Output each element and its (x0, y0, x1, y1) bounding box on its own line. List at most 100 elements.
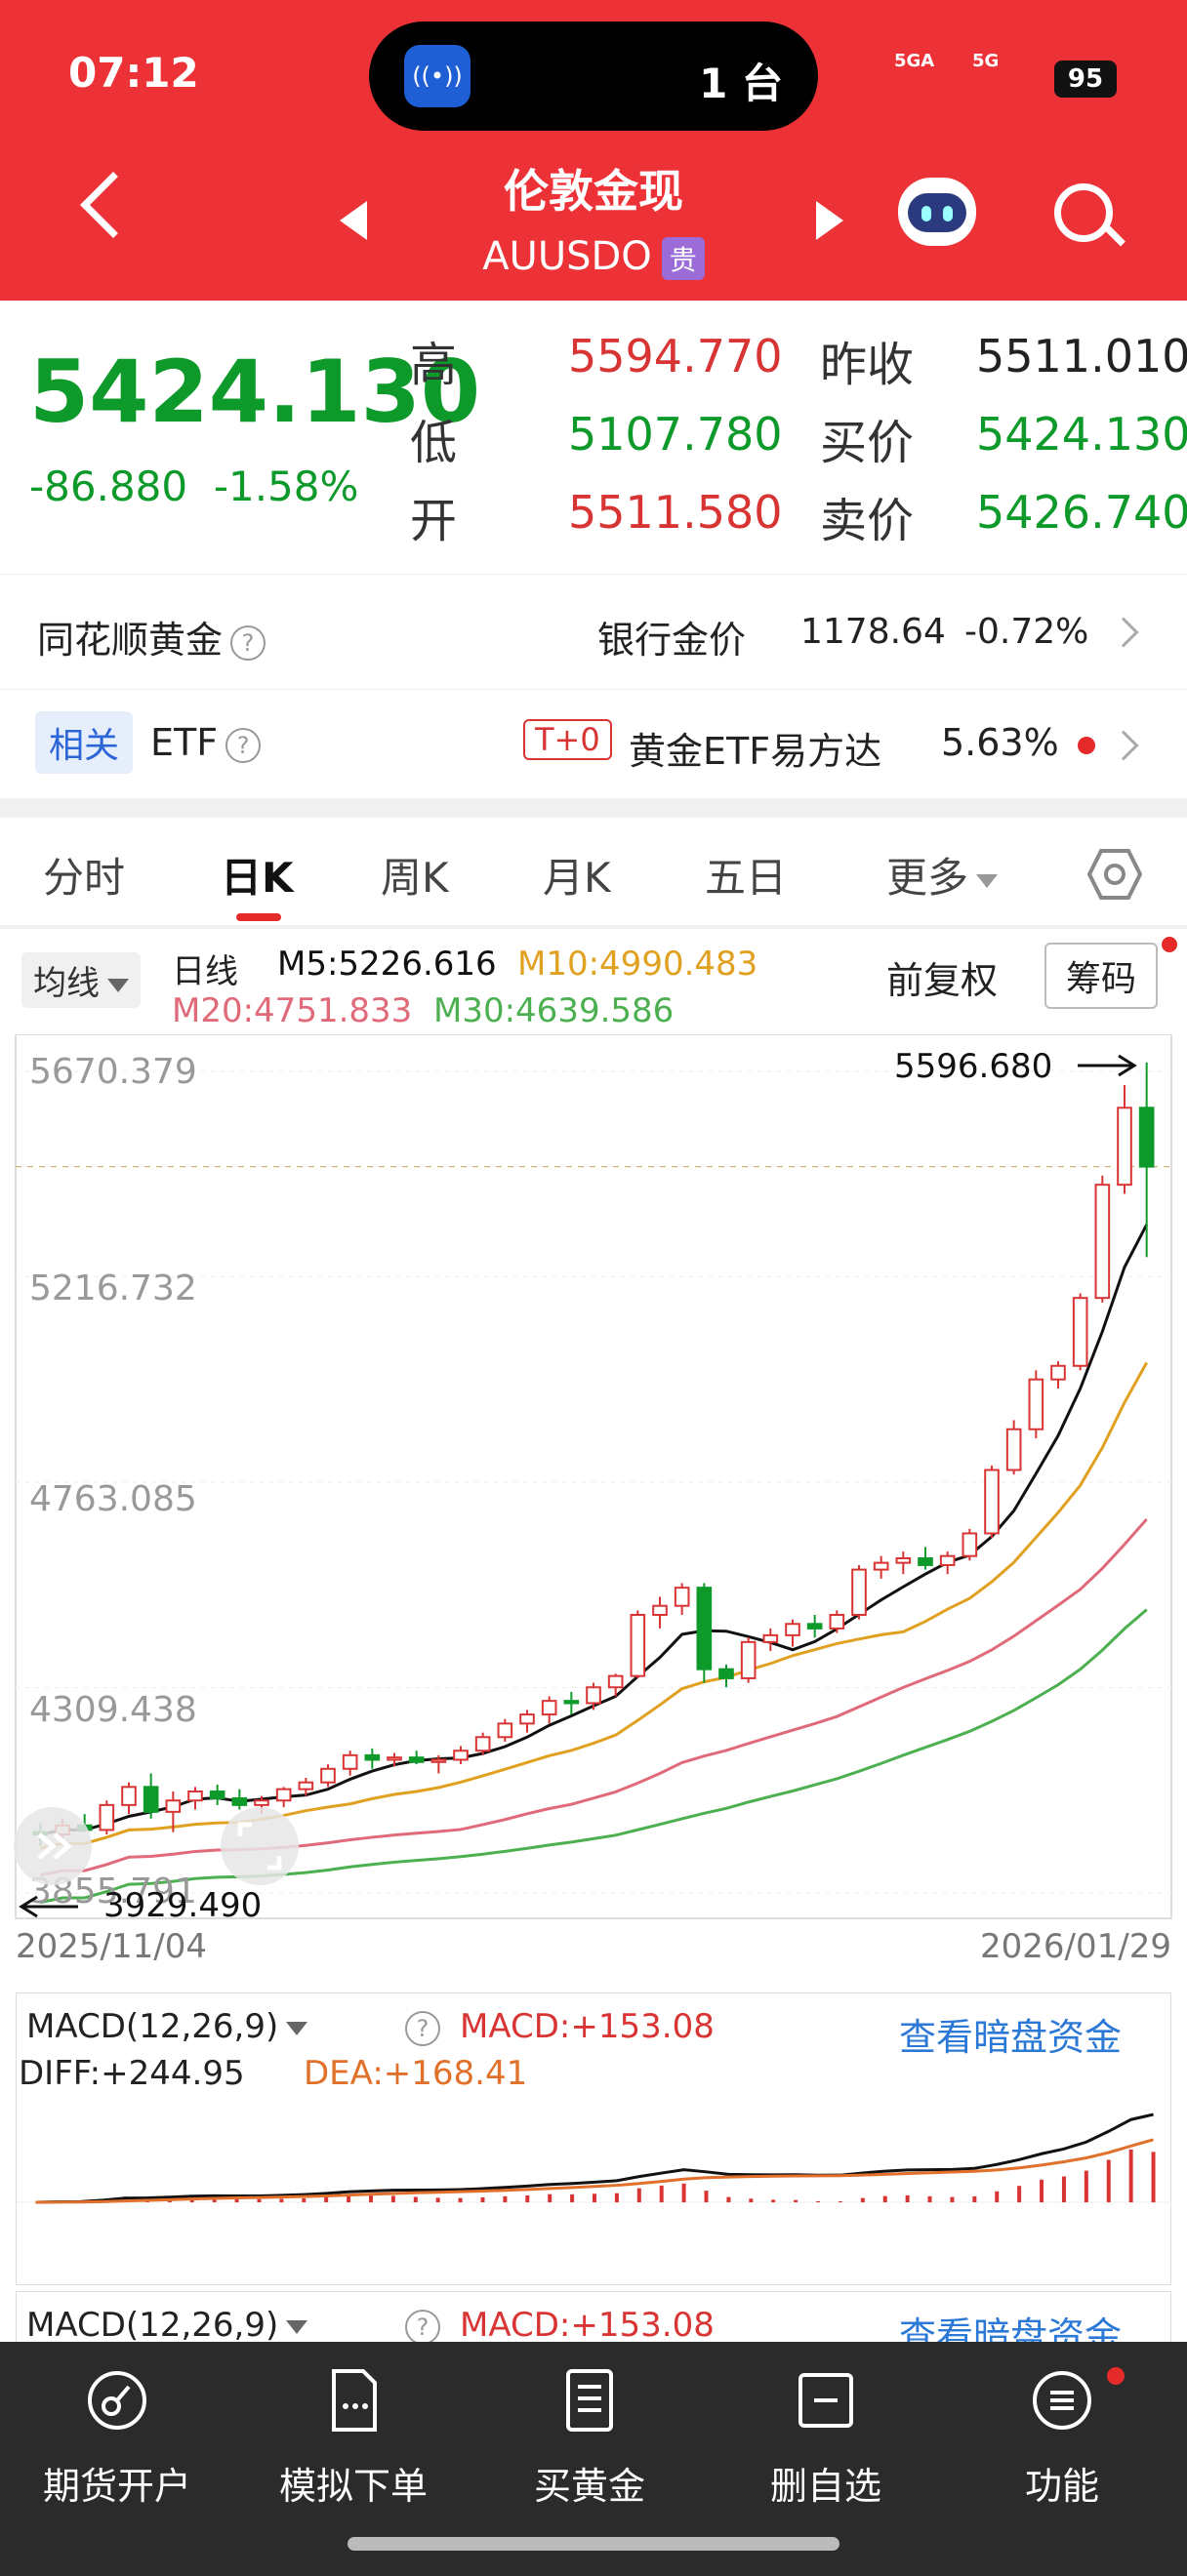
nav-simulate-order[interactable]: 模拟下单 (256, 2367, 451, 2510)
bank-gold-change: -0.72% (964, 612, 1089, 652)
candle-body (718, 1668, 734, 1679)
status-time: 07:12 (68, 49, 199, 97)
battery-icon: 95 (1054, 60, 1117, 98)
ma-selector[interactable]: 均线 (21, 952, 141, 1008)
candle-body (563, 1700, 580, 1705)
candle-body (1117, 1107, 1132, 1187)
ma5-legend: M5:5226.616 (277, 945, 497, 984)
tab-daily-k[interactable]: 日K (221, 854, 294, 902)
kline-chart[interactable]: 5670.379 5216.732 4763.085 4309.438 3855… (0, 1034, 1187, 1971)
candle-body (586, 1686, 601, 1705)
ths-gold-text: 同花顺黄金 (37, 619, 224, 662)
chart-area: 均线 日线 M5:5226.616 M10:4990.483 M20:4751.… (0, 929, 1187, 2350)
fullscreen-icon[interactable] (221, 1807, 299, 1885)
ma-line-m10 (40, 1361, 1148, 1850)
tab-five-day[interactable]: 五日 (705, 854, 788, 902)
etf-row[interactable]: 相关 ETF? T+0 黄金ETF易方达 5.63% (0, 689, 1187, 798)
period-tabs: 分时 日K 周K 月K 五日 更多 (0, 818, 1187, 925)
tab-more-label: 更多 (886, 854, 969, 902)
prev-close-label: 昨收 (820, 338, 915, 392)
candle-body (453, 1750, 469, 1761)
dynamic-island[interactable]: ((•)) 1 台 (369, 21, 818, 131)
candle-body (519, 1713, 535, 1725)
candle-body (607, 1674, 624, 1689)
adjust-mode[interactable]: 前复权 (886, 959, 999, 1002)
help-icon[interactable]: ? (405, 2011, 440, 2046)
nav-label: 买黄金 (533, 2465, 645, 2508)
y-tick-label: 5670.379 (29, 1052, 197, 1092)
nav-functions[interactable]: 功能 (964, 2367, 1160, 2510)
candle-body (1028, 1378, 1044, 1430)
min-price-label: 3929.490 (103, 1886, 262, 1925)
candle-body (806, 1623, 823, 1630)
collapse-icon[interactable] (14, 1807, 92, 1885)
candle-body (430, 1758, 447, 1763)
chevron-right-icon (1108, 730, 1139, 761)
help-icon[interactable]: ? (225, 727, 262, 763)
macd-panel[interactable]: MACD(12,26,9) ? MACD:+153.08 查看暗盘资金 DIFF… (16, 1992, 1172, 2285)
dropdown-icon (286, 2319, 308, 2334)
precious-badge: 贵 (661, 237, 705, 280)
period-label: 日线 (172, 952, 238, 991)
candle-body (187, 1790, 203, 1802)
candle-body (630, 1613, 646, 1677)
active-tab-indicator (236, 913, 281, 921)
instrument-code-text: AUUSDO (482, 234, 652, 279)
tab-weekly-k[interactable]: 周K (381, 854, 449, 902)
candle-body (165, 1799, 182, 1813)
nav-buy-gold[interactable]: 买黄金 (492, 2367, 687, 2510)
help-icon[interactable]: ? (230, 624, 266, 661)
next-instrument-icon[interactable] (816, 201, 843, 240)
arrow-left-icon (19, 1895, 78, 1918)
tab-more[interactable]: 更多 (886, 845, 999, 905)
ma30-legend: M30:4639.586 (433, 991, 675, 1030)
help-icon[interactable]: ? (405, 2310, 440, 2345)
candle-body (696, 1587, 713, 1670)
low-label: 低 (410, 416, 458, 470)
macd-panel-2[interactable]: MACD(12,26,9) ? MACD:+153.08 查看暗盘资金 (16, 2291, 1171, 2350)
futures-account-icon (88, 2371, 146, 2430)
dark-pool-link[interactable]: 查看暗盘资金 (899, 2016, 1123, 2059)
candle-body (652, 1604, 668, 1616)
candle-body (320, 1767, 336, 1784)
ths-gold-row[interactable]: 同花顺黄金? 银行金价 1178.64 -0.72% (0, 574, 1187, 689)
assistant-robot-icon[interactable] (898, 178, 976, 246)
settings-hex-icon[interactable] (1087, 847, 1142, 902)
chip-distribution-button[interactable]: 筹码 (1044, 943, 1159, 1009)
tab-monthly-k[interactable]: 月K (543, 854, 611, 902)
macd-title[interactable]: MACD(12,26,9) (26, 2306, 308, 2345)
signal-5g-icon: 5G (972, 51, 1000, 71)
dea-value: DEA:+168.41 (304, 2054, 528, 2093)
high-label: 高 (410, 338, 458, 392)
bank-gold-label: 银行金价 (597, 619, 747, 662)
prev-close-value: 5511.010 (976, 330, 1187, 382)
ask-label: 卖价 (820, 494, 915, 548)
candle-body (962, 1532, 978, 1557)
candle-body (1005, 1428, 1022, 1471)
prev-instrument-icon[interactable] (340, 201, 367, 240)
candle-body (231, 1796, 248, 1806)
notification-dot (1162, 937, 1177, 952)
related-tag: 相关 (35, 711, 134, 774)
signal-5ga-icon: 5GA (894, 51, 935, 71)
bank-gold-price: 1178.64 (800, 612, 946, 652)
back-icon[interactable] (80, 172, 146, 238)
menu-icon (1033, 2371, 1091, 2430)
macd-title[interactable]: MACD(12,26,9) (26, 2007, 308, 2046)
candle-body (497, 1722, 513, 1739)
ths-gold-label: 同花顺黄金? (37, 610, 266, 664)
x-end-date: 2026/01/29 (980, 1927, 1171, 1966)
search-icon[interactable] (1054, 183, 1113, 242)
macd-title-text: MACD(12,26,9) (26, 2007, 279, 2046)
ma-selector-label: 均线 (33, 964, 100, 1003)
tab-intraday[interactable]: 分时 (43, 854, 126, 902)
macd-chart (17, 2113, 1172, 2204)
nav-futures-account[interactable]: 期货开户 (20, 2367, 215, 2510)
x-start-date: 2025/11/04 (16, 1927, 207, 1966)
candle-body (121, 1786, 137, 1806)
candle-body (143, 1786, 159, 1813)
nav-label: 模拟下单 (278, 2465, 428, 2508)
nav-remove-watchlist[interactable]: 删自选 (728, 2367, 923, 2510)
candle-body (984, 1469, 1000, 1535)
macd-title-text: MACD(12,26,9) (26, 2306, 279, 2345)
